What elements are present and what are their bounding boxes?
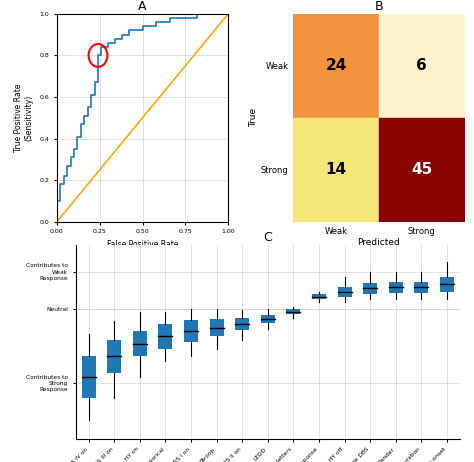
Title: A: A <box>138 0 147 12</box>
Title: C: C <box>264 231 272 243</box>
Bar <box>235 318 249 330</box>
Bar <box>363 283 377 294</box>
Text: 14: 14 <box>326 162 346 177</box>
Bar <box>82 356 96 398</box>
Bar <box>389 282 403 293</box>
Bar <box>286 309 301 314</box>
Bar <box>107 340 121 373</box>
Y-axis label: True Positive Rate
(Sensitivity): True Positive Rate (Sensitivity) <box>14 84 34 152</box>
Bar <box>379 118 465 222</box>
Bar <box>440 277 454 292</box>
Bar <box>210 319 224 336</box>
Bar <box>312 294 326 299</box>
Text: 24: 24 <box>325 58 347 73</box>
Bar <box>379 14 465 118</box>
Bar <box>337 287 352 297</box>
Bar <box>414 282 428 293</box>
Bar <box>184 320 198 342</box>
Text: 6: 6 <box>416 58 427 73</box>
Bar <box>293 14 379 118</box>
Bar <box>293 118 379 222</box>
X-axis label: Predicted: Predicted <box>357 238 400 247</box>
Title: B: B <box>374 0 383 12</box>
Text: 45: 45 <box>411 162 432 177</box>
X-axis label: False Positive Rate
(1 - Specificity): False Positive Rate (1 - Specificity) <box>107 240 178 259</box>
Bar <box>158 324 173 349</box>
Y-axis label: True: True <box>249 108 258 128</box>
Bar <box>133 331 147 356</box>
Bar <box>261 315 275 323</box>
